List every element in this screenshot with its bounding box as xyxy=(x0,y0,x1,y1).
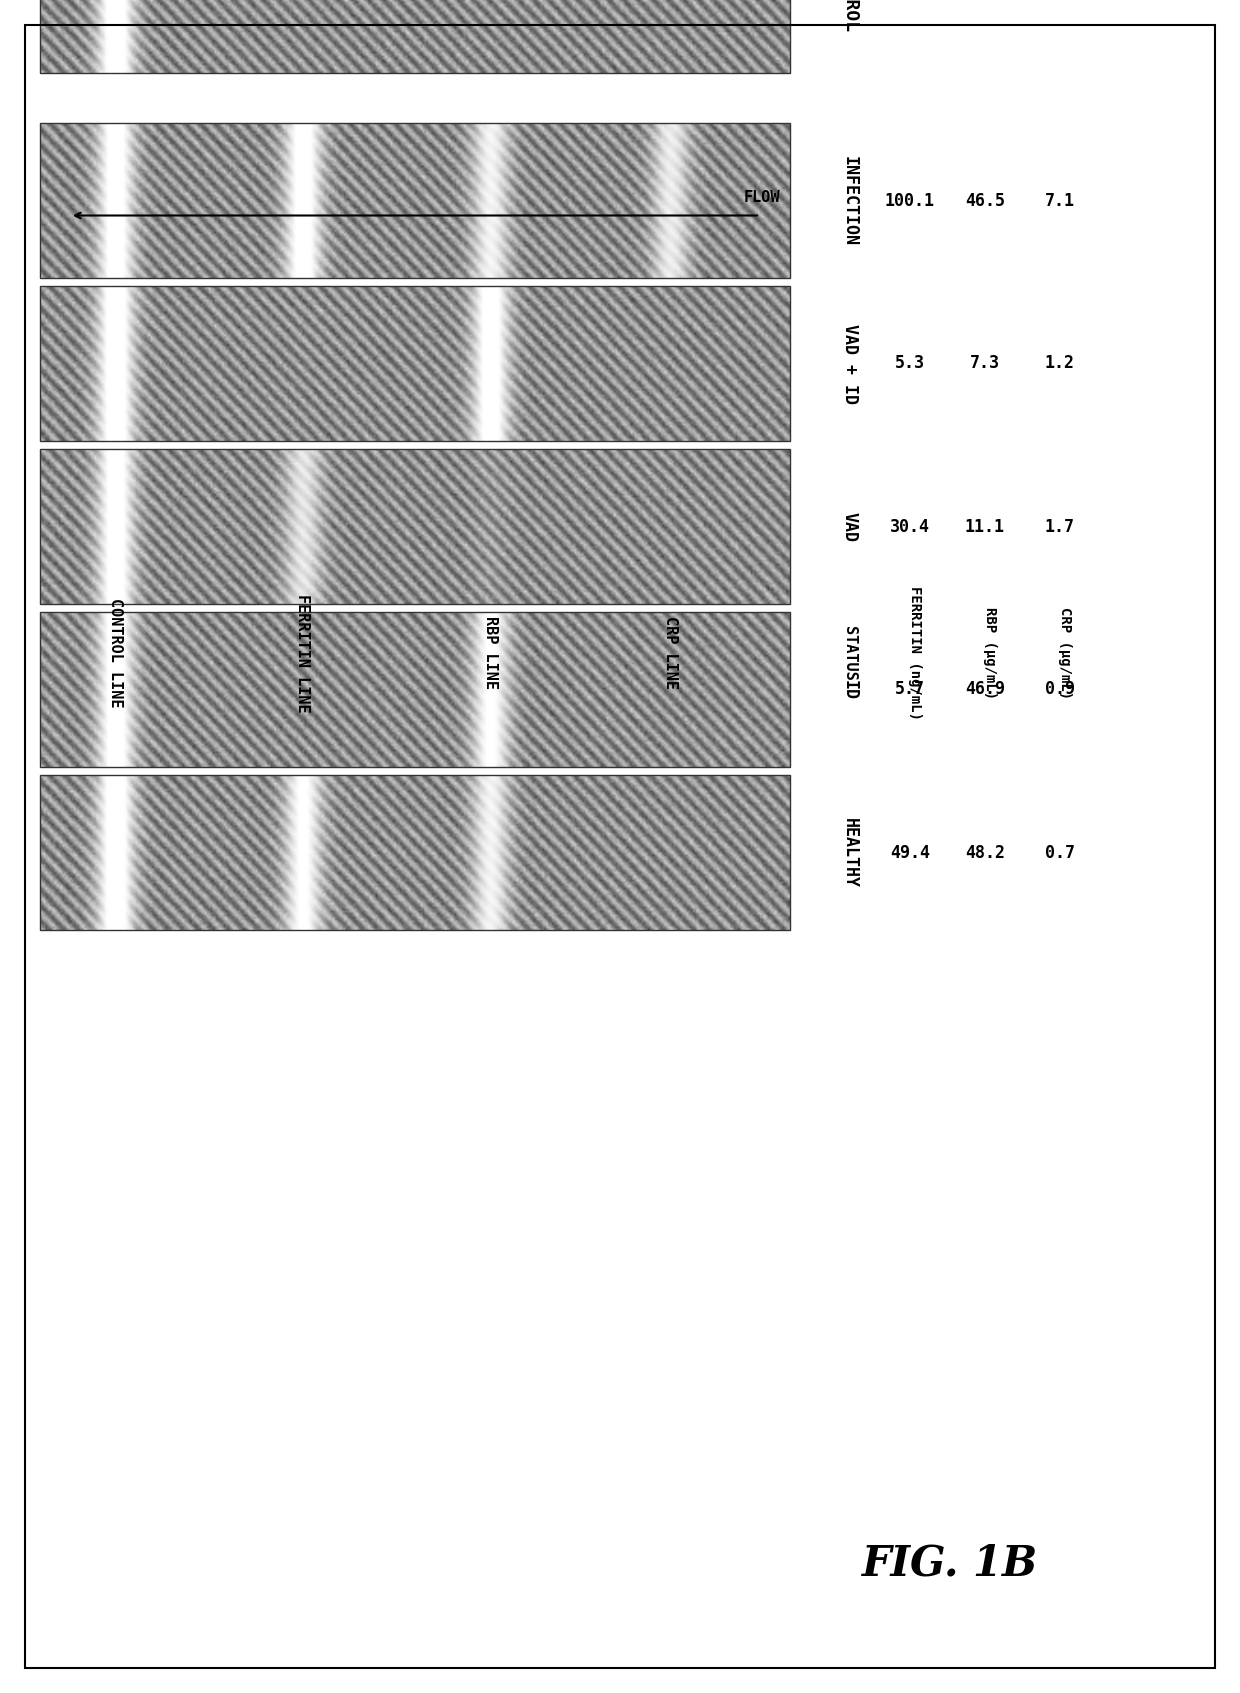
Text: CONTROL LINE: CONTROL LINE xyxy=(108,598,123,708)
Text: FLOW: FLOW xyxy=(744,191,780,205)
Text: 5.7: 5.7 xyxy=(895,681,925,699)
Text: CRP LINE: CRP LINE xyxy=(662,616,677,689)
Text: RBP LINE: RBP LINE xyxy=(482,616,497,689)
Text: 0.9: 0.9 xyxy=(1045,681,1075,699)
Text: 49.4: 49.4 xyxy=(890,843,930,862)
Text: 0: 0 xyxy=(975,0,986,5)
Text: 7.3: 7.3 xyxy=(970,354,999,372)
Text: FERRITIN (ng/mL): FERRITIN (ng/mL) xyxy=(908,586,923,720)
Text: ID: ID xyxy=(841,679,859,699)
Text: 5.3: 5.3 xyxy=(895,354,925,372)
Text: STATUS: STATUS xyxy=(842,626,858,681)
Text: 7.1: 7.1 xyxy=(1045,191,1075,210)
Text: 100.1: 100.1 xyxy=(885,191,935,210)
Text: 1.2: 1.2 xyxy=(1045,354,1075,372)
Text: 30.4: 30.4 xyxy=(890,518,930,535)
Text: CONTROL: CONTROL xyxy=(841,0,859,34)
Text: 46.9: 46.9 xyxy=(965,681,1004,699)
Text: 11.1: 11.1 xyxy=(965,518,1004,535)
Text: VAD: VAD xyxy=(841,511,859,542)
Text: RBP (μg/mL): RBP (μg/mL) xyxy=(983,606,997,699)
Text: FIG. 1B: FIG. 1B xyxy=(862,1542,1038,1585)
Bar xyxy=(40,286,790,440)
Text: 46.5: 46.5 xyxy=(965,191,1004,210)
Bar xyxy=(40,775,790,929)
Text: CRP (μg/mL): CRP (μg/mL) xyxy=(1058,606,1073,699)
Text: INFECTION: INFECTION xyxy=(841,156,859,245)
Text: 48.2: 48.2 xyxy=(965,843,1004,862)
Text: 1.7: 1.7 xyxy=(1045,518,1075,535)
Bar xyxy=(40,124,790,278)
Bar xyxy=(40,449,790,604)
Bar xyxy=(40,611,790,767)
Text: HEALTHY: HEALTHY xyxy=(841,818,859,887)
Bar xyxy=(40,0,790,73)
Text: 0: 0 xyxy=(1034,0,1045,5)
Text: FERRITIN LINE: FERRITIN LINE xyxy=(295,594,310,713)
Text: 0.7: 0.7 xyxy=(1045,843,1075,862)
Text: 0: 0 xyxy=(915,0,925,5)
Text: VAD + ID: VAD + ID xyxy=(841,323,859,403)
